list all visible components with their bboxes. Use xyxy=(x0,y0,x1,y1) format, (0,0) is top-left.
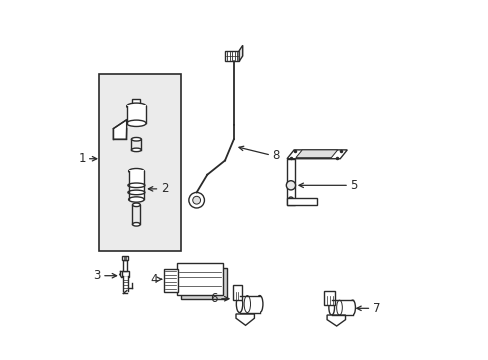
Bar xyxy=(331,300,352,315)
Ellipse shape xyxy=(128,183,144,188)
Circle shape xyxy=(192,196,200,204)
Bar xyxy=(122,256,128,260)
Ellipse shape xyxy=(349,300,355,315)
Text: 8: 8 xyxy=(272,149,279,162)
Ellipse shape xyxy=(126,120,146,126)
Polygon shape xyxy=(286,150,346,159)
Polygon shape xyxy=(233,284,242,300)
Text: 2: 2 xyxy=(161,183,168,195)
Text: 7: 7 xyxy=(372,302,380,315)
Polygon shape xyxy=(286,198,317,205)
Bar xyxy=(224,51,239,61)
Circle shape xyxy=(188,192,204,208)
Ellipse shape xyxy=(132,203,140,207)
Circle shape xyxy=(286,181,295,190)
Bar xyxy=(99,74,181,251)
Ellipse shape xyxy=(128,197,144,202)
Bar xyxy=(177,263,223,295)
Ellipse shape xyxy=(336,300,342,315)
Ellipse shape xyxy=(131,138,141,141)
Ellipse shape xyxy=(126,103,146,109)
Bar xyxy=(122,277,127,291)
Text: 3: 3 xyxy=(93,269,101,282)
Bar xyxy=(121,271,128,278)
Text: 4: 4 xyxy=(150,273,157,286)
Ellipse shape xyxy=(256,296,263,312)
Polygon shape xyxy=(326,315,345,326)
Polygon shape xyxy=(236,314,254,325)
Bar xyxy=(122,260,127,271)
Circle shape xyxy=(288,197,293,202)
Bar xyxy=(239,296,260,312)
Bar xyxy=(128,170,144,199)
Bar xyxy=(126,105,146,123)
Bar xyxy=(132,99,140,105)
Polygon shape xyxy=(286,159,294,205)
Bar xyxy=(163,269,178,292)
Ellipse shape xyxy=(128,168,144,174)
Ellipse shape xyxy=(244,296,250,312)
Ellipse shape xyxy=(131,148,141,152)
Bar xyxy=(324,291,334,305)
Ellipse shape xyxy=(328,300,334,315)
Text: 6: 6 xyxy=(210,292,218,305)
Text: 1: 1 xyxy=(78,152,85,165)
Polygon shape xyxy=(113,120,126,139)
Polygon shape xyxy=(295,150,337,158)
Ellipse shape xyxy=(128,190,144,195)
Ellipse shape xyxy=(236,296,242,312)
Bar xyxy=(181,267,227,300)
Text: 5: 5 xyxy=(349,179,357,192)
Ellipse shape xyxy=(132,222,140,226)
Polygon shape xyxy=(239,45,242,61)
